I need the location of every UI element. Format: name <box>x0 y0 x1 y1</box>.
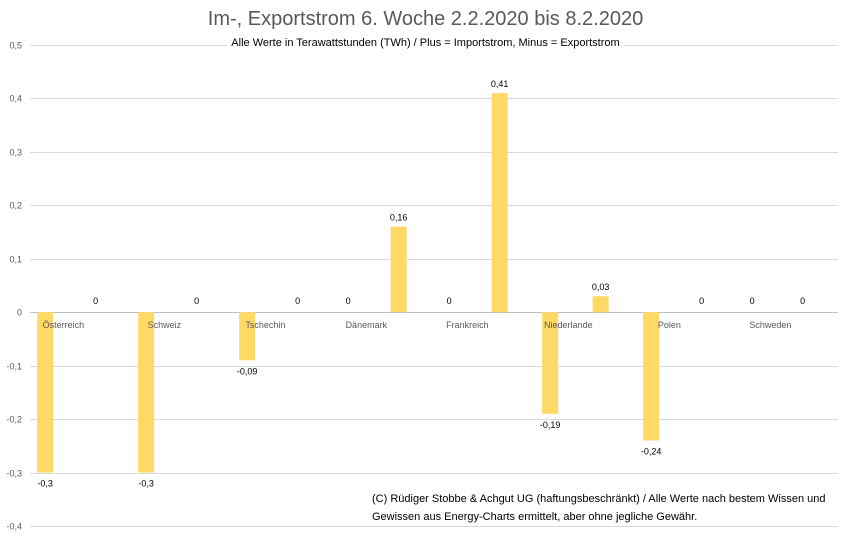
chart-subtitle: Alle Werte in Terawattstunden (TWh) / Pl… <box>227 37 624 49</box>
bar <box>37 312 54 473</box>
y-tick-label: -0,3 <box>6 469 22 479</box>
y-axis-ticks: 0,5 0,4 0,3 0,2 0,1 0 -0,1 -0,2 -0,3 -0,4 <box>6 41 22 532</box>
copyright-note: (C) Rüdiger Stobbe & Achgut UG (haftungs… <box>372 493 826 523</box>
y-tick-label: 0,3 <box>9 148 22 158</box>
y-tick-label: -0,4 <box>6 522 22 532</box>
y-tick-label: 0,1 <box>9 255 22 265</box>
y-tick-label: -0,1 <box>6 362 22 372</box>
category-labels: Österreich Schweiz Tschechin Dänemark Frankr… <box>43 320 792 330</box>
data-label: 0,41 <box>491 79 509 89</box>
data-label: -0,09 <box>237 366 258 376</box>
category-label: Tschechin <box>245 320 285 330</box>
y-tick-label: 0,5 <box>9 41 22 51</box>
bar <box>239 312 256 361</box>
y-tick-label: 0,2 <box>9 201 22 211</box>
data-label: 0 <box>750 296 755 306</box>
bars <box>37 93 660 473</box>
y-tick-label: -0,2 <box>6 415 22 425</box>
gridlines <box>30 45 838 527</box>
data-label: 0 <box>194 296 199 306</box>
data-label: 0,16 <box>390 213 408 223</box>
category-label: Schweiz <box>148 320 182 330</box>
y-tick-label: 0,4 <box>9 94 22 104</box>
data-label: 0 <box>295 296 300 306</box>
data-label: 0 <box>346 296 351 306</box>
category-label: Österreich <box>43 320 85 330</box>
data-label: 0 <box>93 296 98 306</box>
category-label: Niederlande <box>544 320 593 330</box>
data-label: -0,3 <box>138 479 154 489</box>
bar <box>643 312 660 441</box>
chart-title: Im-, Exportstrom 6. Woche 2.2.2020 bis 8… <box>207 8 644 30</box>
category-label: Polen <box>658 320 681 330</box>
data-labels: -0,3 -0,3 -0,09 0 0 -0,19 -0,24 0 0 0 0 0,16 0,41 0,0… <box>37 79 805 488</box>
category-label: Dänemark <box>346 320 388 330</box>
data-label: -0,24 <box>641 446 662 456</box>
bar <box>542 312 559 414</box>
data-label: 0,03 <box>592 282 610 292</box>
data-label: -0,19 <box>540 420 561 430</box>
bar <box>390 226 407 313</box>
data-label: 0 <box>699 296 704 306</box>
category-label: Frankreich <box>446 320 489 330</box>
data-label: 0 <box>800 296 805 306</box>
bar <box>491 93 508 313</box>
category-label: Schweden <box>749 320 791 330</box>
bar <box>592 296 609 313</box>
data-label: 0 <box>447 296 452 306</box>
bar <box>138 312 155 473</box>
chart-subtitle-row: Alle Werte in Terawattstunden (TWh) / Pl… <box>0 37 851 49</box>
y-tick-label: 0 <box>17 308 22 318</box>
data-label: -0,3 <box>37 479 53 489</box>
